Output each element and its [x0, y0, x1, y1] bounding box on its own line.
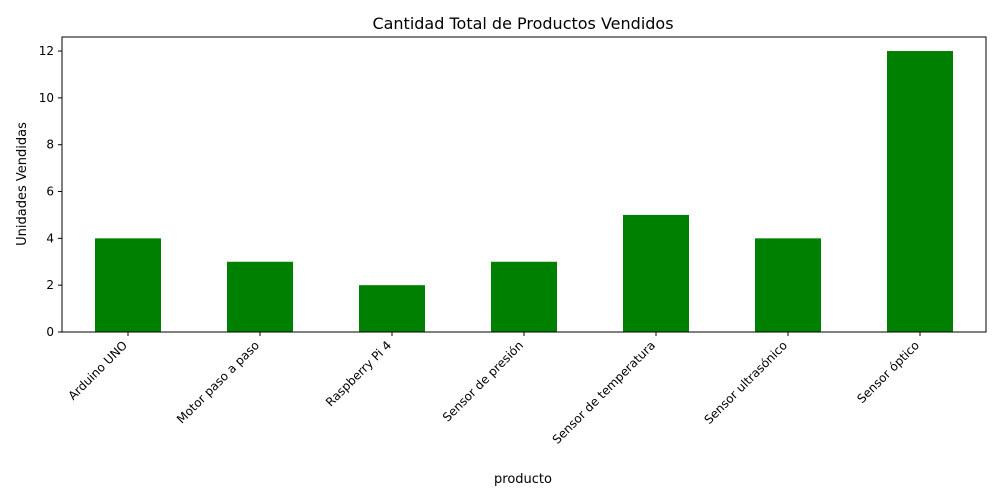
- plot-frame: [61, 36, 987, 333]
- bar-sensor-de-presi-n: [491, 261, 557, 332]
- y-axis-label: Unidades Vendidas: [15, 122, 30, 246]
- y-tick-label: 4: [46, 231, 54, 245]
- y-tick-label: 12: [39, 44, 54, 58]
- x-axis-ticks: Arduino UNO Motor paso a paso Raspberry Pi…: [65, 332, 922, 447]
- x-tick-label: Raspberry Pi 4: [323, 338, 394, 409]
- x-tick-label: Sensor de presión: [440, 338, 526, 424]
- y-tick-label: 8: [46, 138, 54, 152]
- x-tick-label: Arduino UNO: [65, 338, 130, 403]
- bar-sensor-de-temperatura: [623, 214, 689, 332]
- bar-sensor-ptico: [887, 51, 953, 333]
- y-axis-ticks: 0 2 4 6 8 10 12: [39, 44, 62, 339]
- bars-group: [95, 51, 953, 333]
- x-tick-label: Sensor óptico: [854, 338, 922, 406]
- y-tick-label: 0: [46, 325, 54, 339]
- bar-sensor-ultras-nico: [755, 238, 821, 332]
- chart-title: Cantidad Total de Productos Vendidos: [372, 14, 673, 33]
- x-tick-label: Motor paso a paso: [174, 338, 262, 426]
- bar-arduino-uno: [95, 238, 161, 332]
- y-tick-label: 2: [46, 278, 54, 292]
- bar-motor-paso-a-paso: [227, 261, 293, 332]
- y-tick-label: 10: [39, 91, 54, 105]
- bar-raspberry-pi-4: [359, 285, 425, 332]
- x-axis-label: producto: [494, 472, 552, 487]
- x-tick-label: Sensor ultrasónico: [701, 338, 790, 427]
- x-tick-label: Sensor de temperatura: [550, 338, 658, 446]
- y-tick-label: 6: [46, 185, 54, 199]
